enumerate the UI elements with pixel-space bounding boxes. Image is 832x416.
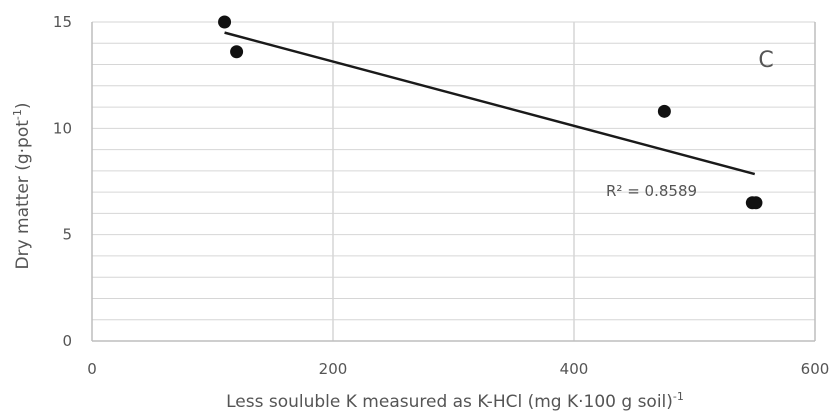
x-tick-label: 200 (319, 360, 348, 378)
x-axis-label: Less souluble K measured as K-HCl (mg K·… (226, 390, 684, 412)
trendline (224, 31, 756, 176)
data-points (218, 15, 763, 210)
y-tick-label: 10 (53, 119, 72, 137)
y-tick-label: 0 (62, 332, 72, 350)
panel-label: C (758, 48, 773, 73)
x-tick-label: 400 (560, 360, 589, 378)
x-tick-labels: 0 200 400 600 (87, 360, 829, 378)
y-axis-label: Dry matter (g·pot-1) (11, 103, 33, 270)
grid (92, 21, 815, 341)
x-tick-label: 0 (87, 360, 97, 378)
data-point (218, 15, 232, 29)
data-point (749, 196, 763, 210)
x-tick-label: 600 (801, 360, 830, 378)
y-tick-label: 5 (62, 226, 72, 244)
y-tick-labels: 0 5 10 15 (53, 13, 72, 350)
data-point (230, 45, 244, 59)
data-point (657, 104, 671, 118)
r-squared-label: R² = 0.8589 (606, 182, 697, 200)
axes (91, 22, 816, 342)
y-tick-label: 15 (53, 13, 72, 31)
